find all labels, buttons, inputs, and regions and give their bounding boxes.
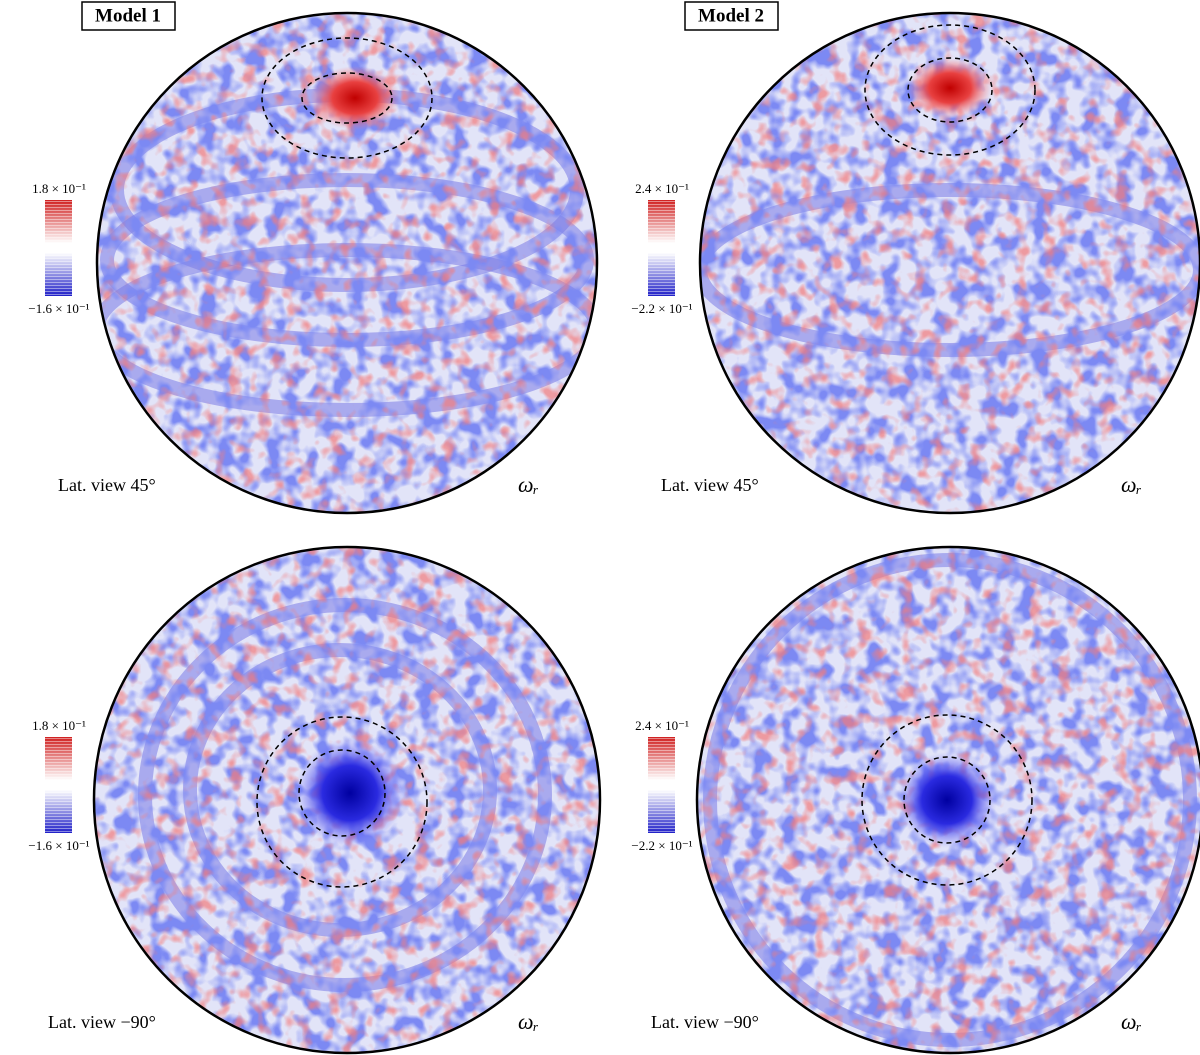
colorbar-min: −2.2 × 10⁻¹ (631, 838, 692, 853)
pole-spot (310, 66, 400, 130)
sphere-outline (698, 11, 1200, 515)
panel: 2.4 × 10⁻¹ −2.2 × 10⁻¹ Lat. view −90° ωᵣ (631, 545, 1200, 1055)
title-box (81, 1, 176, 31)
view-label: Lat. view −90° (48, 1012, 156, 1032)
dashed-circle (907, 57, 993, 123)
sphere-content (94, 547, 600, 1053)
panel: 2.4 × 10⁻¹ −2.2 × 10⁻¹ Lat. view 45° ωᵣ Mode… (631, 1, 1200, 515)
quantity-label: ωᵣ (518, 472, 539, 497)
colorbar (648, 737, 675, 833)
quantity-label: ωᵣ (518, 1009, 539, 1034)
colorbar-max: 1.8 × 10⁻¹ (32, 181, 86, 196)
dashed-circle (864, 24, 1036, 156)
dashed-circle (903, 756, 991, 844)
colorbar-max: 2.4 × 10⁻¹ (635, 181, 689, 196)
colorbar-min: −1.6 × 10⁻¹ (28, 838, 89, 853)
pole-spot (295, 738, 405, 848)
panel: 1.8 × 10⁻¹ −1.6 × 10⁻¹ Lat. view −90° ωᵣ (28, 545, 602, 1055)
panel-title: Model 1 (95, 5, 161, 26)
quantity-label: ωᵣ (1121, 472, 1142, 497)
quantity-label: ωᵣ (1121, 1009, 1142, 1034)
colorbar (648, 200, 675, 296)
colorbar-max: 2.4 × 10⁻¹ (635, 718, 689, 733)
colorbar-min: −1.6 × 10⁻¹ (28, 301, 89, 316)
colorbar-min: −2.2 × 10⁻¹ (631, 301, 692, 316)
sphere-content (700, 13, 1200, 513)
sphere-outline (92, 545, 602, 1055)
sphere-outline (695, 545, 1200, 1055)
colorbar-max: 1.8 × 10⁻¹ (32, 718, 86, 733)
colorbar (45, 737, 72, 833)
sphere-content (97, 13, 597, 513)
dashed-circle (261, 37, 433, 159)
dashed-circle (298, 749, 386, 837)
colorbar (45, 200, 72, 296)
title-box (684, 1, 779, 31)
view-label: Lat. view 45° (661, 475, 759, 495)
view-label: Lat. view −90° (651, 1012, 759, 1032)
dashed-circle (861, 714, 1033, 886)
dashed-circle (301, 72, 393, 124)
pole-spot (908, 58, 992, 118)
panel: 1.8 × 10⁻¹ −1.6 × 10⁻¹ Lat. view 45° ωᵣ Mode… (28, 1, 599, 515)
sphere-outline (95, 11, 599, 515)
pole-spot (897, 752, 997, 848)
dashed-circle (256, 716, 428, 888)
sphere-content (697, 547, 1200, 1053)
panel-title: Model 2 (698, 5, 764, 26)
view-label: Lat. view 45° (58, 475, 156, 495)
